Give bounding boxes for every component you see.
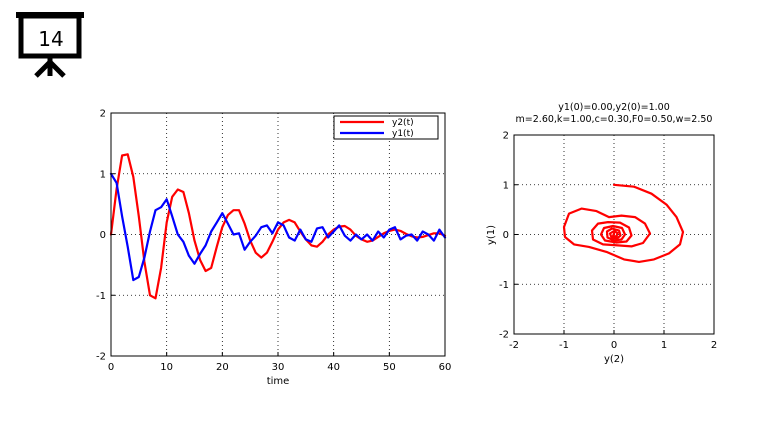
tick-labels: -2 -1 0 1 2 -2 -1 0 1 2 (499, 131, 717, 352)
series-lines (109, 153, 447, 300)
x-tick-label: -1 (559, 340, 569, 351)
y-tick-label: 1 (503, 180, 509, 191)
slide-number: 14 (38, 27, 64, 51)
x-tick-label: 10 (160, 362, 173, 373)
tick-labels: 0 10 20 30 40 50 60 -2 -1 0 1 2 (96, 109, 451, 374)
x-tick-label: 50 (383, 362, 396, 373)
y-tick-label: -1 (96, 291, 106, 302)
x-tick-label: 1 (661, 340, 667, 351)
legend: y2(t) y1(t) (333, 115, 439, 140)
chart-title: y1(0)=0.00,y2(0)=1.00 (558, 102, 670, 113)
presentation-board-icon (16, 12, 84, 78)
series-line-trajectory-0 (562, 183, 685, 263)
y-tick-label: 2 (503, 131, 509, 142)
y-tick-label: 0 (100, 230, 106, 241)
x-tick-label: 2 (711, 340, 717, 351)
x-tick-label: 20 (216, 362, 229, 373)
series-line-y1-t- (109, 172, 447, 282)
x-tick-label: -2 (509, 340, 519, 351)
x-tick-label: 30 (272, 362, 285, 373)
grid (111, 113, 445, 356)
y-tick-label: 1 (100, 169, 106, 180)
chart-subtitle: m=2.60,k=1.00,c=0.30,F0=0.50,w=2.50 (516, 114, 713, 125)
y-tick-label: 2 (100, 109, 106, 120)
y-tick-label: -2 (499, 330, 509, 341)
y-axis-label: y(1) (486, 225, 497, 245)
series-lines (562, 183, 685, 263)
y-tick-label: 0 (503, 230, 509, 241)
x-tick-label: 60 (439, 362, 452, 373)
y-tick-label: -2 (96, 352, 106, 363)
x-tick-label: 0 (611, 340, 617, 351)
legend-label-y2: y2(t) (392, 118, 414, 128)
x-axis-label: time (267, 376, 290, 387)
x-axis-label: y(2) (604, 354, 624, 365)
y-tick-label: -1 (499, 280, 509, 291)
x-tick-label: 0 (108, 362, 114, 373)
x-tick-label: 40 (327, 362, 340, 373)
legend-label-y1: y1(t) (392, 129, 414, 139)
